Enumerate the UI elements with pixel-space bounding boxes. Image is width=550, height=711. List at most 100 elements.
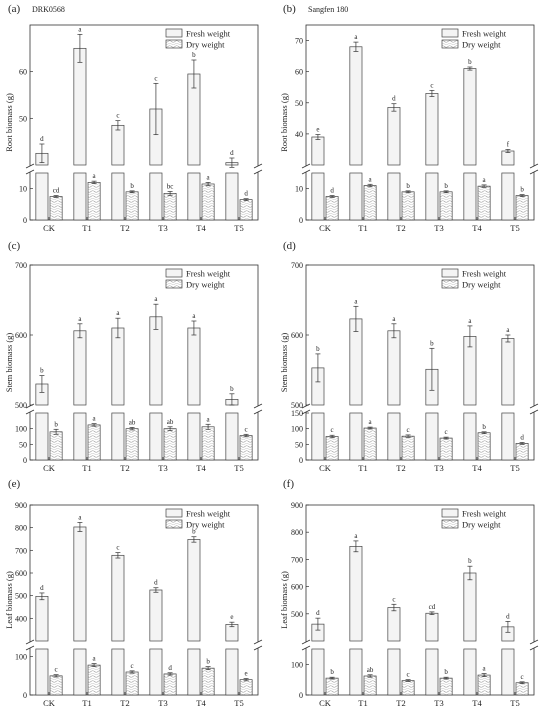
significance-letter: b [192, 528, 196, 536]
panel-label: (a) [8, 3, 21, 15]
y-axis-label: Root biomass (g) [279, 93, 289, 152]
bar-fresh [463, 572, 477, 642]
x-tick-label: T1 [358, 698, 367, 708]
significance-letter: d [168, 664, 172, 672]
legend-label: Fresh weight [186, 269, 231, 279]
significance-letter: a [93, 172, 97, 180]
significance-letter: bc [167, 182, 174, 190]
legend-label: Dry weight [462, 280, 501, 290]
break-mark [301, 639, 311, 645]
significance-letter: e [245, 670, 248, 678]
significance-letter: c [521, 673, 524, 681]
bar-fresh-lower [187, 172, 201, 221]
bar-fresh [425, 612, 439, 642]
y-tick-label: 50 [19, 114, 27, 123]
y-axis-label: Root biomass (g) [4, 93, 14, 152]
plot-frame [305, 264, 535, 461]
x-tick-label: T3 [434, 223, 443, 233]
plot-frame [29, 504, 259, 696]
significance-letter: ab [167, 418, 174, 426]
bar-fresh [311, 136, 325, 166]
y-tick-label: 800 [291, 528, 303, 537]
x-tick-label: T2 [120, 223, 129, 233]
significance-letter: c [331, 426, 334, 434]
bar-fresh-lower [149, 172, 163, 221]
bar-fresh-lower [349, 412, 363, 461]
bar-dry [87, 664, 101, 696]
significance-letter: a [192, 312, 196, 320]
significance-letter: b [468, 557, 472, 565]
bar-dry [363, 675, 377, 696]
bar-dry [87, 424, 101, 461]
bar-fresh-lower [149, 412, 163, 461]
bar-dry [477, 674, 491, 696]
break-mark [529, 403, 539, 409]
x-tick-label: T3 [158, 223, 167, 233]
break-mark [529, 163, 539, 169]
break-mark [253, 169, 263, 175]
y-tick-label: 500 [15, 592, 27, 601]
bar-fresh-lower [349, 648, 363, 696]
significance-letter: ab [129, 418, 136, 426]
x-tick-label: CK [43, 698, 56, 708]
significance-letter: d [40, 584, 44, 592]
bar-fresh-lower [73, 412, 87, 461]
x-tick-label: CK [319, 463, 332, 473]
bar-dry [515, 195, 529, 221]
bar-fresh-lower [35, 412, 49, 461]
break-mark [529, 639, 539, 645]
significance-letter: cd [429, 603, 436, 611]
plot-frame [305, 504, 535, 696]
significance-letter: a [354, 33, 358, 41]
significance-letter: d [154, 579, 158, 587]
axis-break-gap [26, 406, 262, 412]
x-tick-label: T3 [158, 463, 167, 473]
legend-swatch [441, 508, 459, 518]
bar-fresh-lower [387, 648, 401, 696]
legend-swatch [441, 279, 459, 289]
break-mark [529, 645, 539, 651]
y-tick-label: 10 [19, 185, 27, 194]
y-axis-label: Stem biomass (g) [279, 333, 289, 393]
bar-dry [125, 428, 139, 461]
significance-letter: a [392, 315, 396, 323]
break-mark [253, 639, 263, 645]
axis-break-gap [26, 166, 262, 172]
bar-fresh [425, 93, 439, 166]
significance-letter: c [154, 74, 157, 82]
y-tick-label: 50 [295, 440, 303, 449]
bar-fresh-lower [187, 648, 201, 696]
bar-fresh-lower [387, 412, 401, 461]
y-tick-label: 60 [19, 68, 27, 77]
bar-dry [49, 675, 63, 696]
legend-swatch [165, 268, 183, 278]
bar-dry [477, 432, 491, 461]
legend-label: Fresh weight [462, 269, 507, 279]
bar-fresh [349, 545, 363, 642]
bar-dry [401, 680, 415, 696]
bar-fresh-lower [501, 412, 515, 461]
break-mark [25, 409, 35, 415]
y-tick-label: 700 [15, 261, 27, 270]
y-tick-label: 400 [15, 614, 27, 623]
x-tick-label: T1 [358, 223, 367, 233]
significance-letter: a [369, 175, 373, 183]
legend-label: Dry weight [186, 40, 225, 50]
significance-letter: a [483, 665, 487, 673]
y-tick-label: 150 [291, 409, 303, 418]
significance-letter: ab [367, 666, 374, 674]
bar-fresh-lower [225, 412, 239, 461]
bar-dry [439, 437, 453, 461]
bar-fresh [111, 327, 125, 406]
significance-letter: c [430, 81, 433, 89]
bar-fresh-lower [111, 412, 125, 461]
significance-letter: b [130, 182, 134, 190]
x-tick-label: T4 [472, 463, 482, 473]
x-tick-label: T3 [434, 463, 443, 473]
significance-letter: a [468, 317, 472, 325]
significance-letter: d [520, 433, 524, 441]
bar-fresh-lower [425, 412, 439, 461]
significance-letter: c [131, 662, 134, 670]
significance-letter: b [468, 58, 472, 66]
y-tick-label: 900 [15, 501, 27, 510]
